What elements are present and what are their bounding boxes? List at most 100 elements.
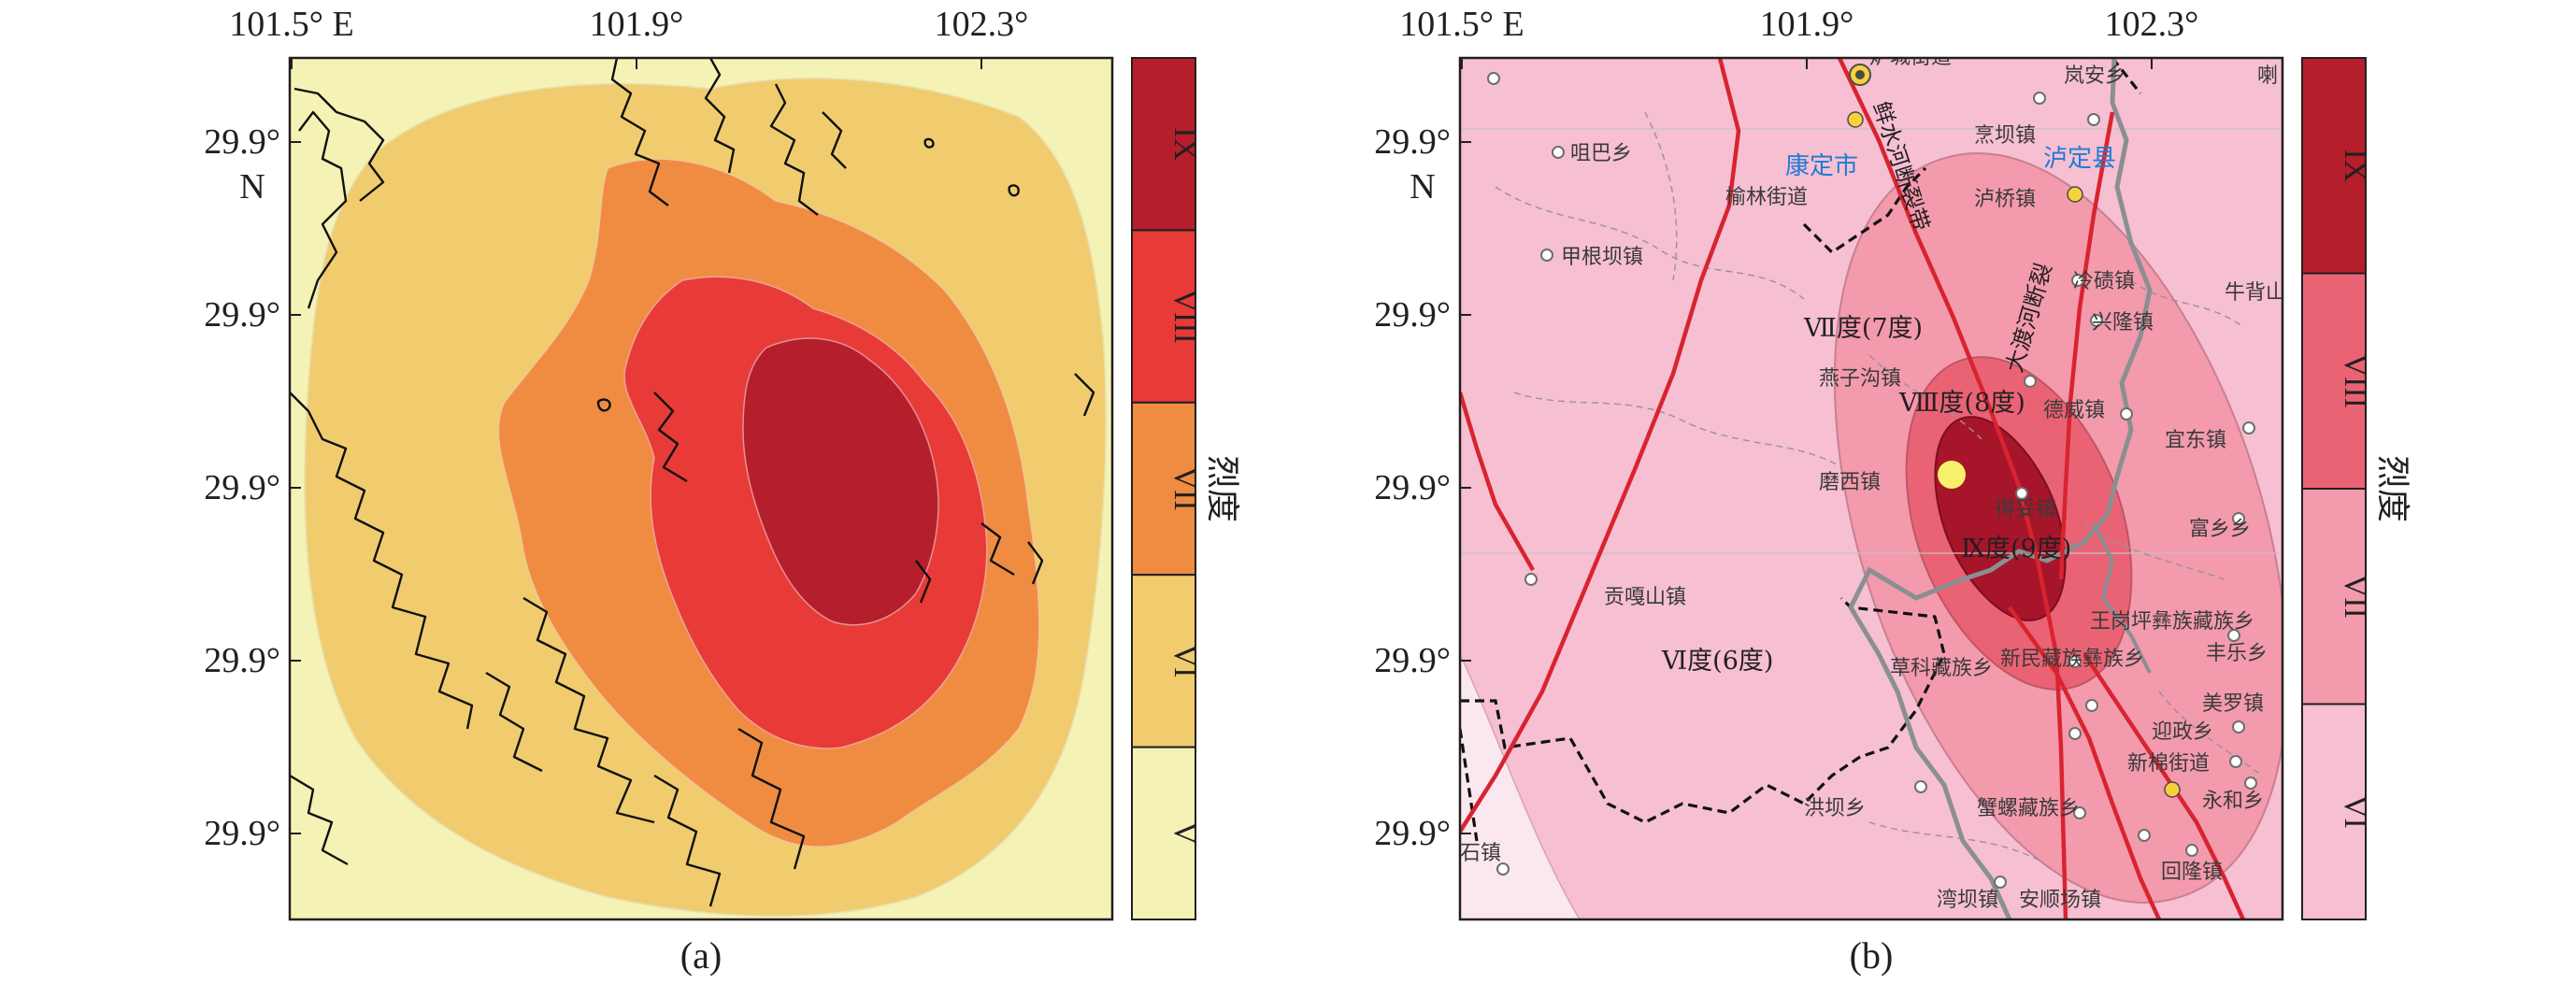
colorbar-a: IX VIII VII VI V [1131, 57, 1202, 920]
axis-labels-b: 101.5° E 101.9° 102.3° 29.9° N 29.9° 29.… [1374, 5, 2198, 976]
place-label: 美罗镇 [2202, 692, 2264, 716]
colorbar-title-a: 烈度 [1203, 455, 1241, 522]
axis-labels-a: 101.5° E 101.9° 102.3° 29.9° N 29.9° 29.… [204, 5, 1028, 976]
tributary-river [2092, 522, 2152, 674]
colorbar-title-b: 烈度 [2373, 455, 2411, 522]
x-tick-label: 101.5° E [1399, 5, 1524, 44]
west-fault [1460, 58, 1741, 833]
place-label: 宜东镇 [2165, 429, 2226, 452]
colorbar-b: IX VIII VII VI [2301, 57, 2372, 920]
y-tick-label: 29.9° [1374, 641, 1451, 680]
place-label: 蟹螺藏族乡 [1977, 797, 2080, 820]
caption-b: (b) [1850, 934, 1894, 976]
place-label: 贡嘎山镇 [1604, 586, 1686, 609]
colorbar-swatch-vi [1131, 574, 1196, 748]
caption-a: (a) [680, 934, 722, 976]
x-tick-label: 102.3° [2105, 5, 2199, 44]
zone-label-vii: Ⅶ度(7度) [1803, 314, 1923, 343]
y-tick-label: 29.9° [204, 814, 280, 853]
place-label: 德威镇 [2043, 399, 2105, 422]
y-tick-label: 29.9° [1374, 295, 1451, 335]
far-west-fault [1460, 392, 1535, 572]
place-label: 甲根坝镇 [1561, 246, 1643, 269]
colorbar-swatch-viii [2301, 272, 2367, 490]
panel-b: 炉城街道 咀巴乡 榆林街道 甲根坝镇 岚安乡 喇 烹坝镇 泸桥镇 冷碛镇 兴隆镇… [1458, 46, 2286, 921]
place-label: 燕子沟镇 [1819, 367, 1901, 391]
place-label: 冷碛镇 [2073, 270, 2135, 293]
daduhe-fault [2008, 605, 2162, 919]
y-tick-label: 29.9° [204, 295, 280, 335]
colorbar-label-viii: VIII [1167, 289, 1202, 344]
colorbar-swatch-ix [1131, 57, 1196, 232]
colorbar-label-vi: VI [2338, 795, 2372, 829]
colorbar-label-vii: VII [2338, 575, 2372, 619]
colorbar-swatch-v [1131, 746, 1196, 920]
place-label: 得妥镇 [1995, 498, 2056, 521]
xianshuihe-fault [1837, 58, 2068, 919]
colorbar-swatch-viii [1131, 229, 1196, 404]
colorbar-label-ix: IX [1167, 127, 1202, 161]
place-label: 牛背山 [2225, 281, 2286, 305]
place-label: 咀巴乡 [1570, 142, 1632, 165]
colorbar-swatch-vi [2301, 703, 2367, 920]
zone-label-viii: Ⅷ度(8度) [1898, 389, 2025, 418]
colorbar-swatch-vii [2301, 488, 2367, 705]
y-tick-label: 29.9° [1374, 468, 1451, 507]
place-label: 新民藏族彝族乡 [2000, 648, 2144, 671]
x-tick-label: 102.3° [935, 5, 1029, 44]
town-markers [1487, 72, 2257, 889]
y-tick-label: 29.9° [204, 468, 280, 507]
place-label: 回隆镇 [2161, 861, 2223, 884]
x-tick-label: 101.9° [590, 5, 684, 44]
tick-marks-a [290, 58, 982, 834]
place-label: 兴隆镇 [2092, 311, 2154, 335]
place-label: 安顺场镇 [2019, 889, 2101, 912]
place-label: 烹坝镇 [1974, 124, 2036, 148]
colorbar-label-vi: VI [1167, 644, 1202, 677]
intensity-zone-ix [742, 337, 939, 626]
place-label: 磨西镇 [1819, 471, 1881, 494]
place-label: 富乡乡 [2189, 518, 2251, 541]
place-label: 丰乐乡 [2206, 642, 2268, 665]
place-label: 洪坝乡 [1804, 797, 1866, 820]
dadu-river [1848, 58, 2153, 919]
y-tick-label: 29.9° [204, 122, 280, 162]
place-label: 榆林街道 [1725, 186, 1808, 209]
zone-label-ix: Ⅸ度(9度) [1961, 534, 2071, 563]
y-tick-label: 29.9° [204, 641, 280, 680]
colorbar-label-vii: VII [1167, 466, 1202, 510]
place-label: 迎政乡 [2152, 720, 2213, 744]
place-label: 石镇 [1460, 842, 1501, 865]
city-label-kangding: 康定市 [1785, 152, 1858, 180]
epicenter-marker [1938, 461, 1966, 489]
place-label: 喇 [2257, 64, 2278, 88]
x-tick-label: 101.9° [1760, 5, 1854, 44]
intensity-zone-ix [1934, 416, 2067, 621]
prefecture-boundary [1460, 58, 2142, 842]
dadu-fault [2058, 111, 2115, 580]
x-tick-label: 101.5° E [229, 5, 353, 44]
zone-label-vi: Ⅵ度(6度) [1661, 647, 1773, 676]
place-label: 永和乡 [2202, 790, 2264, 813]
place-label: 新棉街道 [2127, 752, 2210, 776]
colorbar-label-ix: IX [2338, 149, 2372, 182]
place-label: 泸桥镇 [1974, 188, 2036, 211]
place-label: 王岗坪彝族藏族乡 [2090, 610, 2254, 634]
colorbar-label-v: V [1167, 822, 1202, 846]
y-tick-label: 29.9° [1374, 814, 1451, 853]
colorbar-swatch-ix [2301, 57, 2367, 275]
place-label: 湾坝镇 [1937, 889, 1998, 912]
place-label: 草科藏族乡 [1890, 657, 1993, 680]
boundary-lines [290, 58, 1095, 907]
place-label: 岚安乡 [2064, 64, 2125, 88]
tick-marks-b [1460, 58, 2153, 834]
colorbar-label-viii: VIII [2338, 353, 2372, 408]
y-unit-label: N [1410, 167, 1435, 207]
city-label-luding: 泸定县 [2043, 145, 2116, 173]
y-tick-label: 29.9° [1374, 122, 1451, 162]
city-markers [1847, 64, 2181, 798]
y-unit-label: N [239, 167, 265, 207]
panel-a [288, 56, 1114, 921]
place-label: 炉城街道 [1869, 46, 1952, 69]
